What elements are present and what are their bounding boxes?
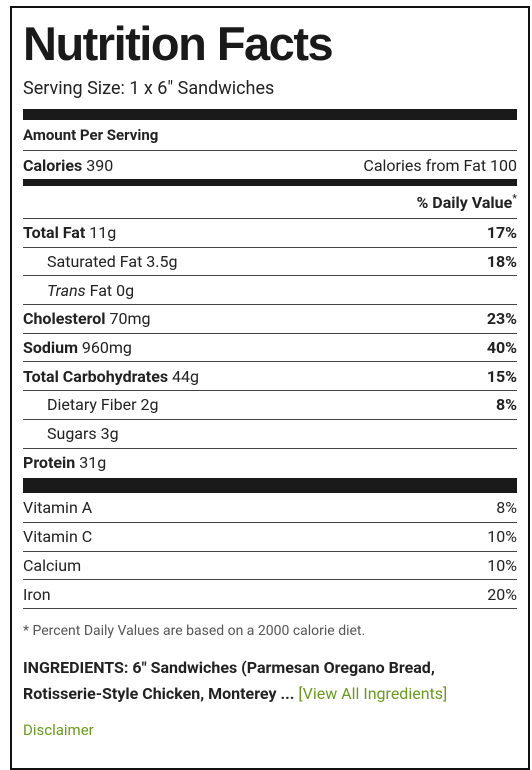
nutrient-name: Sodium bbox=[23, 338, 78, 358]
asterisk: * bbox=[512, 191, 517, 205]
nutrient: Trans Fat 0g bbox=[23, 281, 134, 300]
vitamin-row: Vitamin A 8% bbox=[23, 493, 517, 522]
calories-from-fat: Calories from Fat 100 bbox=[363, 155, 517, 175]
nutrient-amount: 31g bbox=[79, 452, 107, 472]
nutrient-amount: 44g bbox=[172, 366, 199, 386]
divider bbox=[23, 109, 517, 120]
divider bbox=[23, 179, 517, 186]
daily-value: 40% bbox=[486, 338, 517, 358]
calories-label: Calories bbox=[23, 155, 83, 175]
vitamin-value: 10% bbox=[487, 555, 517, 575]
nutrient-amount: 0g bbox=[116, 280, 135, 300]
nutrient: Total Carbohydrates 44g bbox=[23, 367, 199, 386]
vitamins: Vitamin A 8% Vitamin C 10% Calcium 10% Iron 20% bbox=[23, 493, 517, 609]
vitamin-name: Vitamin C bbox=[23, 527, 93, 547]
nutrient-name: Dietary Fiber bbox=[47, 395, 137, 415]
vitamin-value: 20% bbox=[487, 584, 517, 604]
vitamin-value: 8% bbox=[496, 498, 517, 518]
nutrition-label: Nutrition Facts Serving Size: 1 x 6" San… bbox=[10, 6, 530, 770]
nutrient: Cholesterol 70mg bbox=[23, 309, 150, 328]
nutrient-name: Total Fat bbox=[23, 223, 86, 243]
nutrient-name: Sugars bbox=[47, 424, 97, 444]
bracket: [ bbox=[298, 683, 303, 703]
nutrient-row: Dietary Fiber 2g 8% bbox=[23, 390, 517, 419]
nutrient-row: Cholesterol 70mg 23% bbox=[23, 304, 517, 333]
nutrient-amount: 70mg bbox=[109, 309, 151, 329]
daily-value: 18% bbox=[486, 252, 517, 272]
vitamin-name: Vitamin A bbox=[23, 498, 93, 518]
bracket: ] bbox=[443, 683, 448, 703]
serving-size: Serving Size: 1 x 6" Sandwiches bbox=[23, 78, 275, 99]
vitamin-row: Calcium 10% bbox=[23, 550, 517, 580]
nutrient-amount: 3g bbox=[100, 424, 119, 444]
daily-value: 15% bbox=[486, 366, 517, 386]
daily-value: 17% bbox=[486, 223, 517, 243]
nutrient-amount: 2g bbox=[140, 395, 159, 415]
nutrient-row: Protein 31g bbox=[23, 447, 517, 477]
vitamin-name: Iron bbox=[23, 584, 51, 604]
nutrient: Protein 31g bbox=[23, 453, 106, 472]
nutrient: Dietary Fiber 2g bbox=[23, 395, 159, 414]
nutrients: Total Fat 11g 17% Saturated Fat 3.5g 18% Tra… bbox=[23, 218, 517, 476]
vitamin-name: Calcium bbox=[23, 555, 82, 575]
vitamin-value: 10% bbox=[487, 527, 517, 547]
nutrient-row: Sugars 3g bbox=[23, 418, 517, 448]
divider bbox=[23, 478, 517, 494]
vitamin-row: Vitamin C 10% bbox=[23, 521, 517, 551]
page: Nutrition Facts Serving Size: 1 x 6" San… bbox=[10, 6, 530, 770]
calories-row: Calories 390 Calories from Fat 100 bbox=[23, 151, 517, 179]
ingredients: INGREDIENTS: 6" Sandwiches (Parmesan Ore… bbox=[23, 655, 517, 707]
nutrient-row: Total Carbohydrates 44g 15% bbox=[23, 361, 517, 390]
calories-value: 390 bbox=[86, 155, 114, 175]
disclaimer-link[interactable]: Disclaimer bbox=[23, 720, 94, 739]
daily-value-text: % Daily Value bbox=[416, 192, 513, 212]
amount-per-serving: Amount Per Serving bbox=[23, 126, 159, 144]
nutrient-amount: 11g bbox=[89, 223, 117, 243]
daily-value: 23% bbox=[486, 309, 517, 329]
amount-header: Amount Per Serving bbox=[23, 120, 517, 151]
daily-value-header: % Daily Value * bbox=[23, 186, 517, 218]
daily-value: 8% bbox=[495, 395, 517, 415]
calories: Calories 390 bbox=[23, 156, 113, 175]
nutrient-name: Cholesterol bbox=[23, 309, 106, 329]
nutrient-row: Sodium 960mg 40% bbox=[23, 332, 517, 362]
view-ingredients-link[interactable]: View All Ingredients bbox=[302, 683, 444, 703]
nutrient-row: Saturated Fat 3.5g 18% bbox=[23, 246, 517, 276]
nutrient-amount: 960mg bbox=[81, 338, 132, 358]
nutrient-name: Protein bbox=[23, 452, 76, 472]
nutrient-amount: 3.5g bbox=[146, 252, 178, 272]
footnote: * Percent Daily Values are based on a 20… bbox=[23, 622, 366, 639]
vitamin-row: Iron 20% bbox=[23, 579, 517, 608]
nutrient: Saturated Fat 3.5g bbox=[23, 252, 177, 271]
nutrient: Total Fat 11g bbox=[23, 223, 116, 242]
nutrient-name: Saturated Fat bbox=[47, 252, 143, 272]
nutrient-name-italic: Trans bbox=[47, 280, 86, 300]
title: Nutrition Facts bbox=[23, 17, 334, 70]
nutrient-row: Trans Fat 0g bbox=[23, 275, 517, 304]
nutrient: Sugars 3g bbox=[23, 424, 119, 443]
nutrient-name: Fat bbox=[89, 280, 113, 300]
ingredients-text: INGREDIENTS: 6" Sandwiches (Parmesan Ore… bbox=[23, 657, 435, 703]
nutrient-name: Total Carbohydrates bbox=[23, 366, 169, 386]
nutrient: Sodium 960mg bbox=[23, 338, 132, 357]
nutrient-row: Total Fat 11g 17% bbox=[23, 218, 517, 247]
